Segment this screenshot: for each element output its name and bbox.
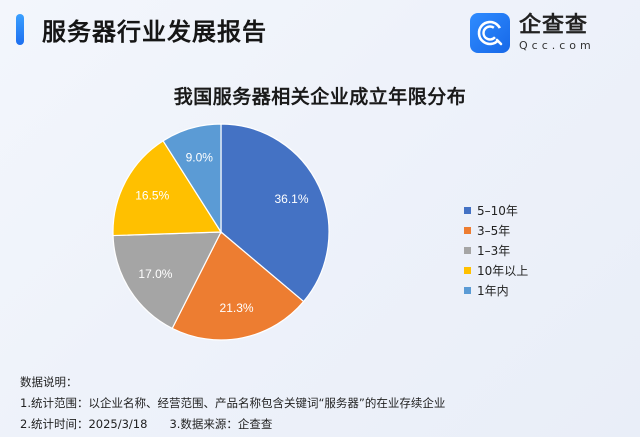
notes-date: 2.统计时间：2025/3/18 xyxy=(20,417,148,431)
qcc-logo-icon xyxy=(470,13,510,53)
legend-label: 1–3年 xyxy=(477,243,511,258)
logo-name-cn: 企查查 xyxy=(519,13,589,38)
qcc-logo: 企查查 Qcc.com xyxy=(470,13,595,53)
legend-label: 10年以上 xyxy=(477,263,529,278)
legend-swatch xyxy=(464,206,471,214)
chart-title: 我国服务器相关企业成立年限分布 xyxy=(173,86,467,108)
legend-label: 5–10年 xyxy=(477,203,518,218)
pie-slice xyxy=(112,140,223,237)
header-accent-bar xyxy=(16,14,24,45)
chart-legend: 5–10年 3–5年 1–3年 10年以上 1年内 xyxy=(464,200,528,300)
page-title: 服务器行业发展报告 xyxy=(42,18,267,46)
pie-slice-label: 17.0% xyxy=(138,267,172,281)
legend-label: 3–5年 xyxy=(477,223,511,238)
logo-name-en: Qcc.com xyxy=(519,39,595,52)
legend-item-5-10y: 5–10年 xyxy=(464,200,528,220)
pie-slice xyxy=(220,123,330,303)
pie-slice xyxy=(162,123,222,235)
legend-swatch xyxy=(464,226,471,234)
pie-slice-label: 16.5% xyxy=(135,189,169,203)
pie-slice-label: 21.3% xyxy=(220,301,254,315)
pie-slice xyxy=(112,231,222,330)
notes-scope: 1.统计范围：以企业名称、经营范围、产品名称包含关键词“服务器”的在业存续企业 xyxy=(20,396,446,410)
legend-item-10y-plus: 10年以上 xyxy=(464,260,528,280)
pie-slice xyxy=(171,231,305,341)
pie-slice-label: 9.0% xyxy=(186,150,214,164)
notes-heading: 数据说明： xyxy=(20,375,78,389)
legend-item-1-3y: 1–3年 xyxy=(464,240,528,260)
pie-slice-label: 36.1% xyxy=(274,192,308,206)
data-notes: 数据说明： 1.统计范围：以企业名称、经营范围、产品名称包含关键词“服务器”的在… xyxy=(20,372,445,435)
notes-source: 3.数据来源：企查查 xyxy=(169,417,273,431)
legend-item-3-5y: 3–5年 xyxy=(464,220,528,240)
legend-swatch xyxy=(464,246,471,254)
legend-swatch xyxy=(464,266,471,274)
legend-swatch xyxy=(464,286,471,294)
legend-item-under-1y: 1年内 xyxy=(464,280,528,300)
legend-label: 1年内 xyxy=(477,283,509,298)
